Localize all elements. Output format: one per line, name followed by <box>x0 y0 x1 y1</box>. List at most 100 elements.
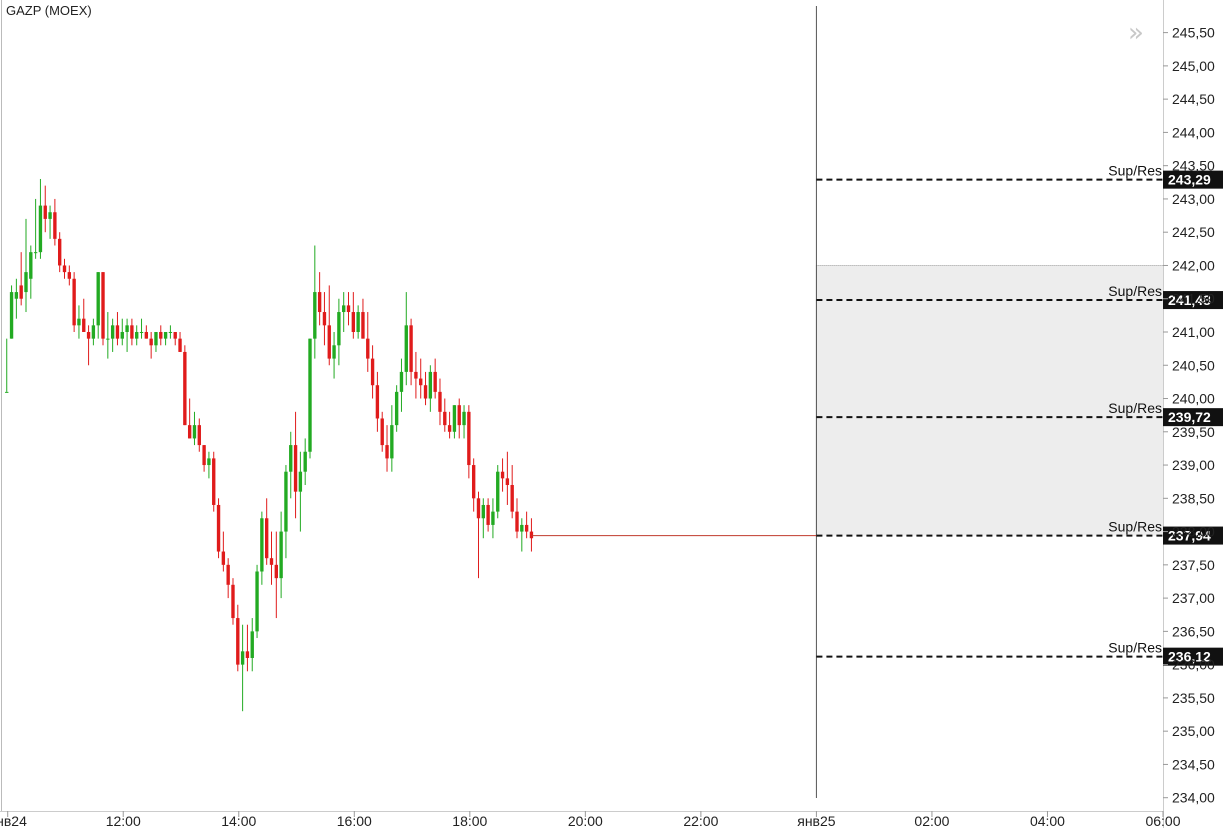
candle-body <box>197 425 201 446</box>
candle-body <box>269 558 274 565</box>
candle <box>366 312 370 372</box>
candle-body <box>221 551 226 565</box>
candle-body <box>19 285 23 299</box>
x-tick-label: 22:00 <box>683 813 718 828</box>
candle <box>356 305 360 339</box>
candle <box>476 491 481 579</box>
candle-body <box>202 445 206 466</box>
candle-body <box>187 425 192 439</box>
x-tick-label: 16:00 <box>337 813 372 828</box>
y-tick-label: 241,50 <box>1172 291 1215 307</box>
candle <box>447 411 452 439</box>
candle <box>250 618 254 672</box>
candle <box>491 498 495 539</box>
candle-body <box>443 411 447 426</box>
candle <box>279 511 283 599</box>
candle-body <box>394 391 399 426</box>
candle <box>202 445 206 472</box>
y-tick-label: 236,00 <box>1172 657 1215 673</box>
y-tick-label: 245,00 <box>1172 58 1215 74</box>
candle-body <box>226 564 230 585</box>
candle-body <box>467 411 471 466</box>
candle-body <box>163 331 168 339</box>
x-tick-label: янв24 <box>0 813 27 828</box>
candle <box>471 458 476 512</box>
candle-body <box>120 331 124 339</box>
candle-body <box>106 338 110 340</box>
price-tag-label: 243,29 <box>1168 172 1211 188</box>
candle-body <box>24 272 28 293</box>
candle <box>62 258 67 279</box>
candle-body <box>279 531 283 579</box>
candle-body <box>43 205 47 219</box>
candle-body <box>236 618 240 665</box>
x-tick-label: 02:00 <box>914 813 949 828</box>
candles-layer <box>5 178 534 712</box>
candle-body <box>178 338 182 352</box>
support-resistance-zone-layer <box>815 264 1163 536</box>
candle-body <box>337 312 341 346</box>
candle <box>274 531 278 619</box>
candle <box>404 292 408 386</box>
candle <box>510 465 514 519</box>
candle <box>308 338 312 459</box>
candle-body <box>130 325 134 339</box>
candle-body <box>154 331 158 346</box>
candle <box>14 278 19 319</box>
candle-body <box>342 305 346 313</box>
candle-body <box>447 425 452 432</box>
candle-body <box>58 238 62 266</box>
candle-body <box>29 252 33 279</box>
candle <box>375 371 380 432</box>
candle <box>236 604 240 672</box>
candle-body <box>414 371 418 379</box>
price-tag-label: 237,94 <box>1168 528 1211 544</box>
candle <box>264 498 269 565</box>
sup-res-level: Sup/Res 243,29 <box>816 163 1223 189</box>
candle-body <box>289 445 293 472</box>
y-tick-label: 237,50 <box>1172 557 1215 573</box>
candle <box>24 218 28 313</box>
candle <box>149 331 153 359</box>
candle <box>515 498 519 539</box>
candle <box>221 531 226 572</box>
candle <box>298 451 303 532</box>
candle <box>212 451 216 512</box>
candle <box>409 318 413 386</box>
ticker-title: GAZP (MOEX) <box>6 3 92 18</box>
candle-body <box>110 325 115 339</box>
candle <box>428 365 433 412</box>
candle-body <box>399 371 404 392</box>
candle <box>337 298 341 366</box>
y-tick-label: 235,50 <box>1172 690 1215 706</box>
x-tick-label: 20:00 <box>568 813 603 828</box>
candle-body <box>293 445 298 492</box>
candle-body <box>212 458 216 505</box>
candle <box>505 451 510 505</box>
candle-body <box>91 325 96 339</box>
y-tick-label: 234,00 <box>1172 790 1215 806</box>
candle <box>486 498 490 532</box>
candle <box>457 398 461 439</box>
sup-res-label: Sup/Res <box>1108 283 1162 299</box>
candle <box>197 418 201 452</box>
y-tick-label: 242,50 <box>1172 224 1215 240</box>
candle-body <box>390 425 394 459</box>
y-tick-label: 239,00 <box>1172 457 1215 473</box>
y-tick-label: 237,00 <box>1172 590 1215 606</box>
sup-res-level: Sup/Res 241,48 <box>816 283 1223 310</box>
candle-body <box>419 378 423 386</box>
double-chevron-right-icon[interactable]: » <box>1128 18 1144 48</box>
x-tick-label: 06:00 <box>1145 813 1180 828</box>
y-tick-label: 242,00 <box>1172 257 1215 273</box>
candle <box>269 531 274 585</box>
sup-res-label: Sup/Res <box>1108 640 1162 656</box>
candle <box>192 411 197 446</box>
candle <box>135 325 139 346</box>
candle-body <box>260 518 264 572</box>
candle-body <box>409 325 413 372</box>
candle-body <box>524 524 529 532</box>
candle <box>168 325 173 339</box>
x-tick-label: 04:00 <box>1030 813 1065 828</box>
